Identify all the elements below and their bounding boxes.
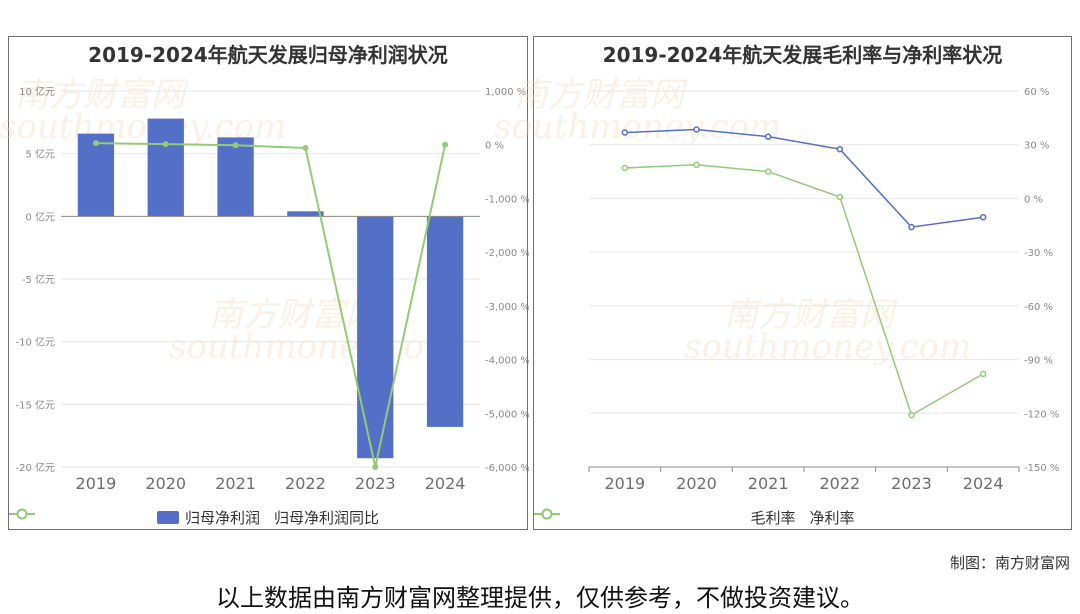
point-net-profit-yoy [442,141,449,148]
point-gross-margin [836,145,844,153]
legend-item-net-margin[interactable]: 净利率 [534,507,855,528]
point-gross-margin [979,213,987,221]
y-right-tick-label: -2,000 % [485,248,529,259]
legend-line-swatch [9,508,35,520]
y-right-tick-label: -90 % [1024,356,1053,367]
point-net-profit-yoy [92,140,99,147]
y-right-tick-label: -30 % [1024,248,1053,259]
legend-item-net-profit-yoy[interactable]: 归母净利润同比 [9,507,380,528]
point-net-profit-yoy [372,464,379,470]
y-left-tick-label: -5 亿元 [22,273,55,286]
y-left-tick-label: 0 亿元 [25,210,55,223]
margin-chart-title: 2019-2024年航天发展毛利率与净利率状况 [602,43,1003,67]
y-right-tick-label: 0 % [485,141,504,152]
bar-net-profit [77,133,115,217]
point-net-margin [764,168,772,175]
point-net-profit-yoy [302,144,309,151]
point-net-margin [836,193,844,201]
margin-chart-panel: 南方财富网 southmoney.com 南方财富网 southmoney.co… [494,36,1072,530]
x-tick-label: 2019 [604,474,645,493]
x-tick-label: 2020 [145,474,186,493]
legend-label: 归母净利润同比 [274,508,380,527]
x-tick-label: 2024 [425,474,466,493]
profit-chart-legend: 归母净利润 归母净利润同比 [9,507,527,527]
bar-net-profit [217,137,254,217]
profit-chart-panel: 南方财富网 southmoney.com 南方财富网 southmoney.co… [0,36,529,530]
legend-label: 毛利率 [750,508,796,527]
legend-label: 净利率 [809,508,855,527]
y-left-tick-label: -15 亿元 [15,398,55,411]
y-right-tick-label: 0 % [1024,194,1043,205]
y-right-tick-label: 30 % [1024,141,1049,152]
y-right-tick-label: 60 % [1024,87,1049,98]
point-net-margin [979,370,987,378]
point-gross-margin [621,129,629,136]
disclaimer-note: 以上数据由南方财富网整理提供，仅供参考，不做投资建议。 [216,584,864,612]
point-net-profit-yoy [162,141,169,148]
line-net-profit-yoy [95,142,447,468]
x-tick-label: 2022 [819,474,860,493]
legend-label: 归母净利润 [184,508,260,527]
chart-credit: 制图：南方财富网 [949,554,1070,572]
y-left-tick-label: 5 亿元 [25,148,55,161]
x-tick-label: 2024 [963,474,1004,493]
point-gross-margin [908,223,915,231]
legend-bar-swatch [156,510,179,524]
line-net-margin [624,164,984,417]
x-tick-label: 2022 [285,474,326,493]
x-tick-label: 2023 [355,474,396,493]
point-net-profit-yoy [232,142,239,149]
legend-line-swatch [534,508,560,520]
bar-net-profit [147,118,184,217]
y-right-tick-label: -120 % [1024,409,1059,420]
x-tick-label: 2021 [748,474,789,493]
point-net-margin [621,164,629,172]
y-left-tick-label: 10 亿元 [19,85,55,98]
y-right-tick-label: -1,000 % [485,194,529,205]
profit-chart-title: 2019-2024年航天发展归母净利润状况 [88,43,448,67]
point-gross-margin [693,126,700,133]
line-gross-margin [624,128,984,228]
y-left-tick-label: -10 亿元 [15,336,55,349]
x-tick-label: 2019 [76,474,117,493]
point-net-margin [908,411,915,419]
y-right-tick-label: 1,000 % [485,87,526,98]
y-right-tick-label: -3,000 % [485,302,529,313]
bar-net-profit [357,216,394,459]
point-net-margin [693,161,700,169]
point-gross-margin [764,133,772,140]
legend-item-gross-margin[interactable]: 毛利率 [534,507,796,528]
x-tick-label: 2023 [891,474,932,493]
y-right-tick-label: -60 % [1024,302,1053,313]
y-right-tick-label: -150 % [1024,463,1059,474]
margin-chart-legend: 毛利率 净利率 [534,507,1071,527]
y-right-tick-label: -5,000 % [485,409,529,420]
x-tick-label: 2021 [215,474,256,493]
bar-net-profit [287,211,324,217]
x-tick-label: 2020 [676,474,717,493]
y-right-tick-label: -6,000 % [485,463,529,474]
legend-item-net-profit[interactable]: 归母净利润 [156,507,260,528]
y-right-tick-label: -4,000 % [485,356,529,367]
y-left-tick-label: -20 亿元 [15,461,55,474]
margin-chart-svg: 60 % 30 % 0 % -30 % -60 % -90 % -120 % -150 % 20… [588,87,1059,493]
bar-net-profit [426,216,464,427]
profit-chart-svg: 10 亿元 5 亿元 0 亿元 -5 亿元 -10 亿元 -15 亿元 -20 亿元 1,00… [15,85,529,493]
